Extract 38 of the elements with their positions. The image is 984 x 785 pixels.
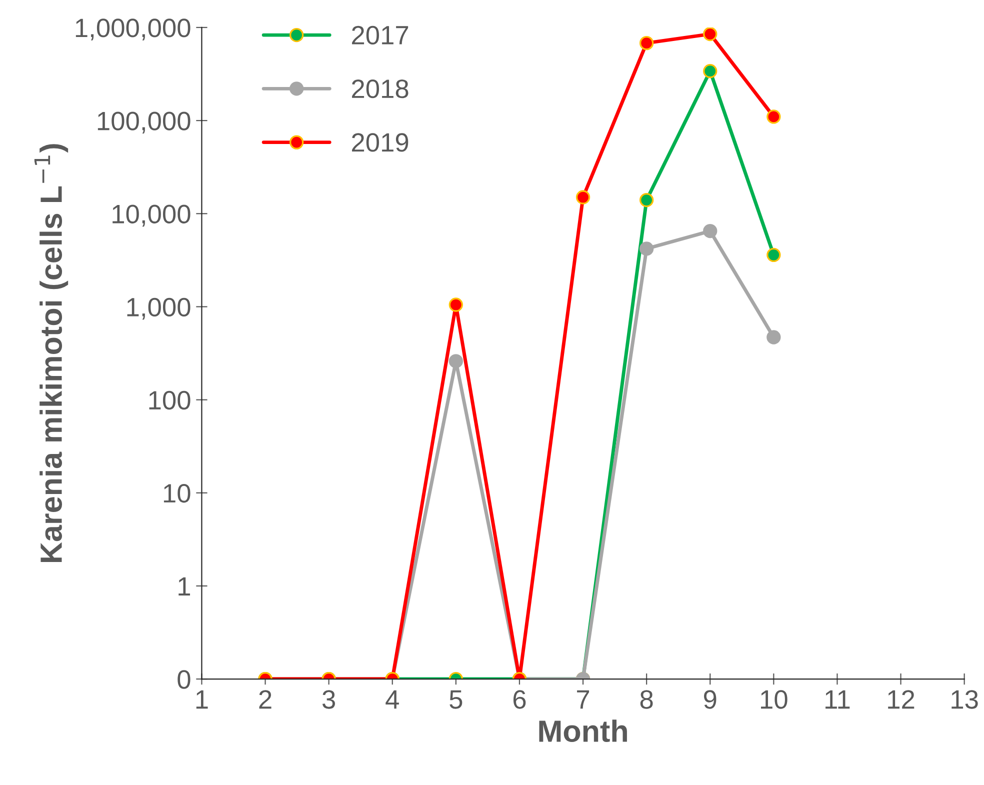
point (703, 27, 718, 42)
x-tick-label: 6 (513, 690, 526, 709)
y-tick-label: 1,000 (127, 298, 190, 320)
x-tick-label: 9 (704, 690, 716, 709)
x-tick-label: 12 (888, 690, 914, 709)
x-tick-label: 2 (259, 690, 272, 709)
y-tick-label: 10,000 (112, 204, 190, 227)
x-tick-label: 3 (322, 690, 335, 709)
point (703, 64, 718, 78)
y-axis-title: Karenia mikimotoi (cells L$^{−1}$) (34, 144, 68, 562)
x-tick-label: 1 (196, 690, 208, 709)
x-tick-label: 5 (450, 690, 462, 709)
x-axis-title: Month (539, 720, 627, 742)
point (448, 298, 464, 312)
point (703, 224, 718, 238)
y-tick-label: 100,000 (98, 112, 190, 134)
point (448, 354, 464, 368)
point (639, 242, 654, 256)
point (639, 36, 654, 50)
legend-label: 2019 (352, 133, 408, 152)
x-tick-label: 8 (640, 690, 653, 709)
y-tick-label: 100 (149, 390, 190, 410)
point (639, 192, 654, 208)
y-tick-label: 1 (178, 577, 190, 596)
y-tick-label: 1,000,000 (76, 18, 190, 40)
legend-label: 2017 (352, 26, 408, 45)
point (576, 190, 590, 204)
point (766, 110, 781, 124)
x-tick-label: 13 (952, 690, 978, 709)
x-tick-label: 7 (577, 690, 590, 709)
y-tick-label: 10 (164, 484, 190, 503)
legend-label: 2018 (352, 79, 408, 98)
x-tick-label: 11 (826, 690, 850, 709)
point (766, 248, 781, 262)
point (766, 330, 781, 344)
x-tick-label: 10 (761, 690, 788, 709)
x-tick-label: 4 (386, 690, 399, 709)
y-tick-label: 0 (178, 670, 190, 689)
